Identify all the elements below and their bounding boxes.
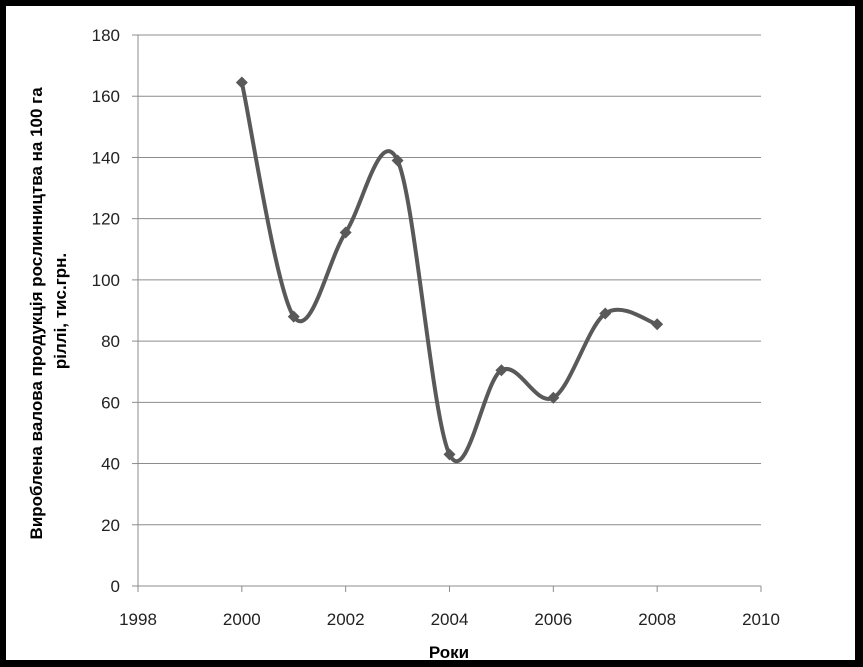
- data-point-2008: [651, 318, 664, 331]
- x-tick-label-2002: 2002: [327, 610, 365, 629]
- x-tick-label-2004: 2004: [431, 610, 469, 629]
- y-tick-label-100: 100: [92, 271, 120, 290]
- y-tick-label-140: 140: [92, 148, 120, 167]
- data-point-2000: [235, 76, 248, 89]
- series-line: [239, 80, 660, 464]
- axes: [132, 34, 762, 592]
- x-tick-label-2000: 2000: [223, 610, 261, 629]
- data-point-2004: [443, 448, 456, 461]
- data-point-2005: [495, 364, 508, 377]
- y-tick-label-80: 80: [101, 332, 120, 351]
- y-axis-title-line-2: ріллі, тис.грн.: [51, 253, 70, 369]
- y-tick-label-20: 20: [101, 516, 120, 535]
- y-tick-label-40: 40: [101, 455, 120, 474]
- data-point-2002: [339, 226, 352, 239]
- data-point-2006: [547, 391, 560, 404]
- x-axis-title: Роки: [429, 643, 469, 662]
- x-tick-labels: 1998 2000 2002 2004 2006 2008 2010: [119, 610, 780, 629]
- y-tick-label-180: 180: [92, 26, 120, 45]
- y-tick-label-160: 160: [92, 87, 120, 106]
- y-axis-title-line-1: Вироблена валова продукція рослинництва …: [27, 87, 46, 540]
- data-point-2001: [287, 310, 300, 323]
- x-tick-label-2006: 2006: [534, 610, 572, 629]
- y-axis-title: Вироблена валова продукція рослинництва …: [27, 83, 70, 540]
- gridlines: [138, 34, 761, 526]
- y-tick-labels: 0 20 40 60 80 100 120 140 160 180: [92, 26, 120, 596]
- y-tick-label-0: 0: [111, 577, 120, 596]
- x-tick-label-1998: 1998: [119, 610, 157, 629]
- chart-panel: [6, 6, 855, 660]
- data-point-2003: [391, 154, 404, 167]
- x-tick-label-2008: 2008: [638, 610, 676, 629]
- y-tick-label-60: 60: [101, 393, 120, 412]
- series-group: [235, 76, 664, 464]
- x-tick-label-2010: 2010: [742, 610, 780, 629]
- y-tick-label-120: 120: [92, 210, 120, 229]
- data-point-2007: [599, 307, 612, 320]
